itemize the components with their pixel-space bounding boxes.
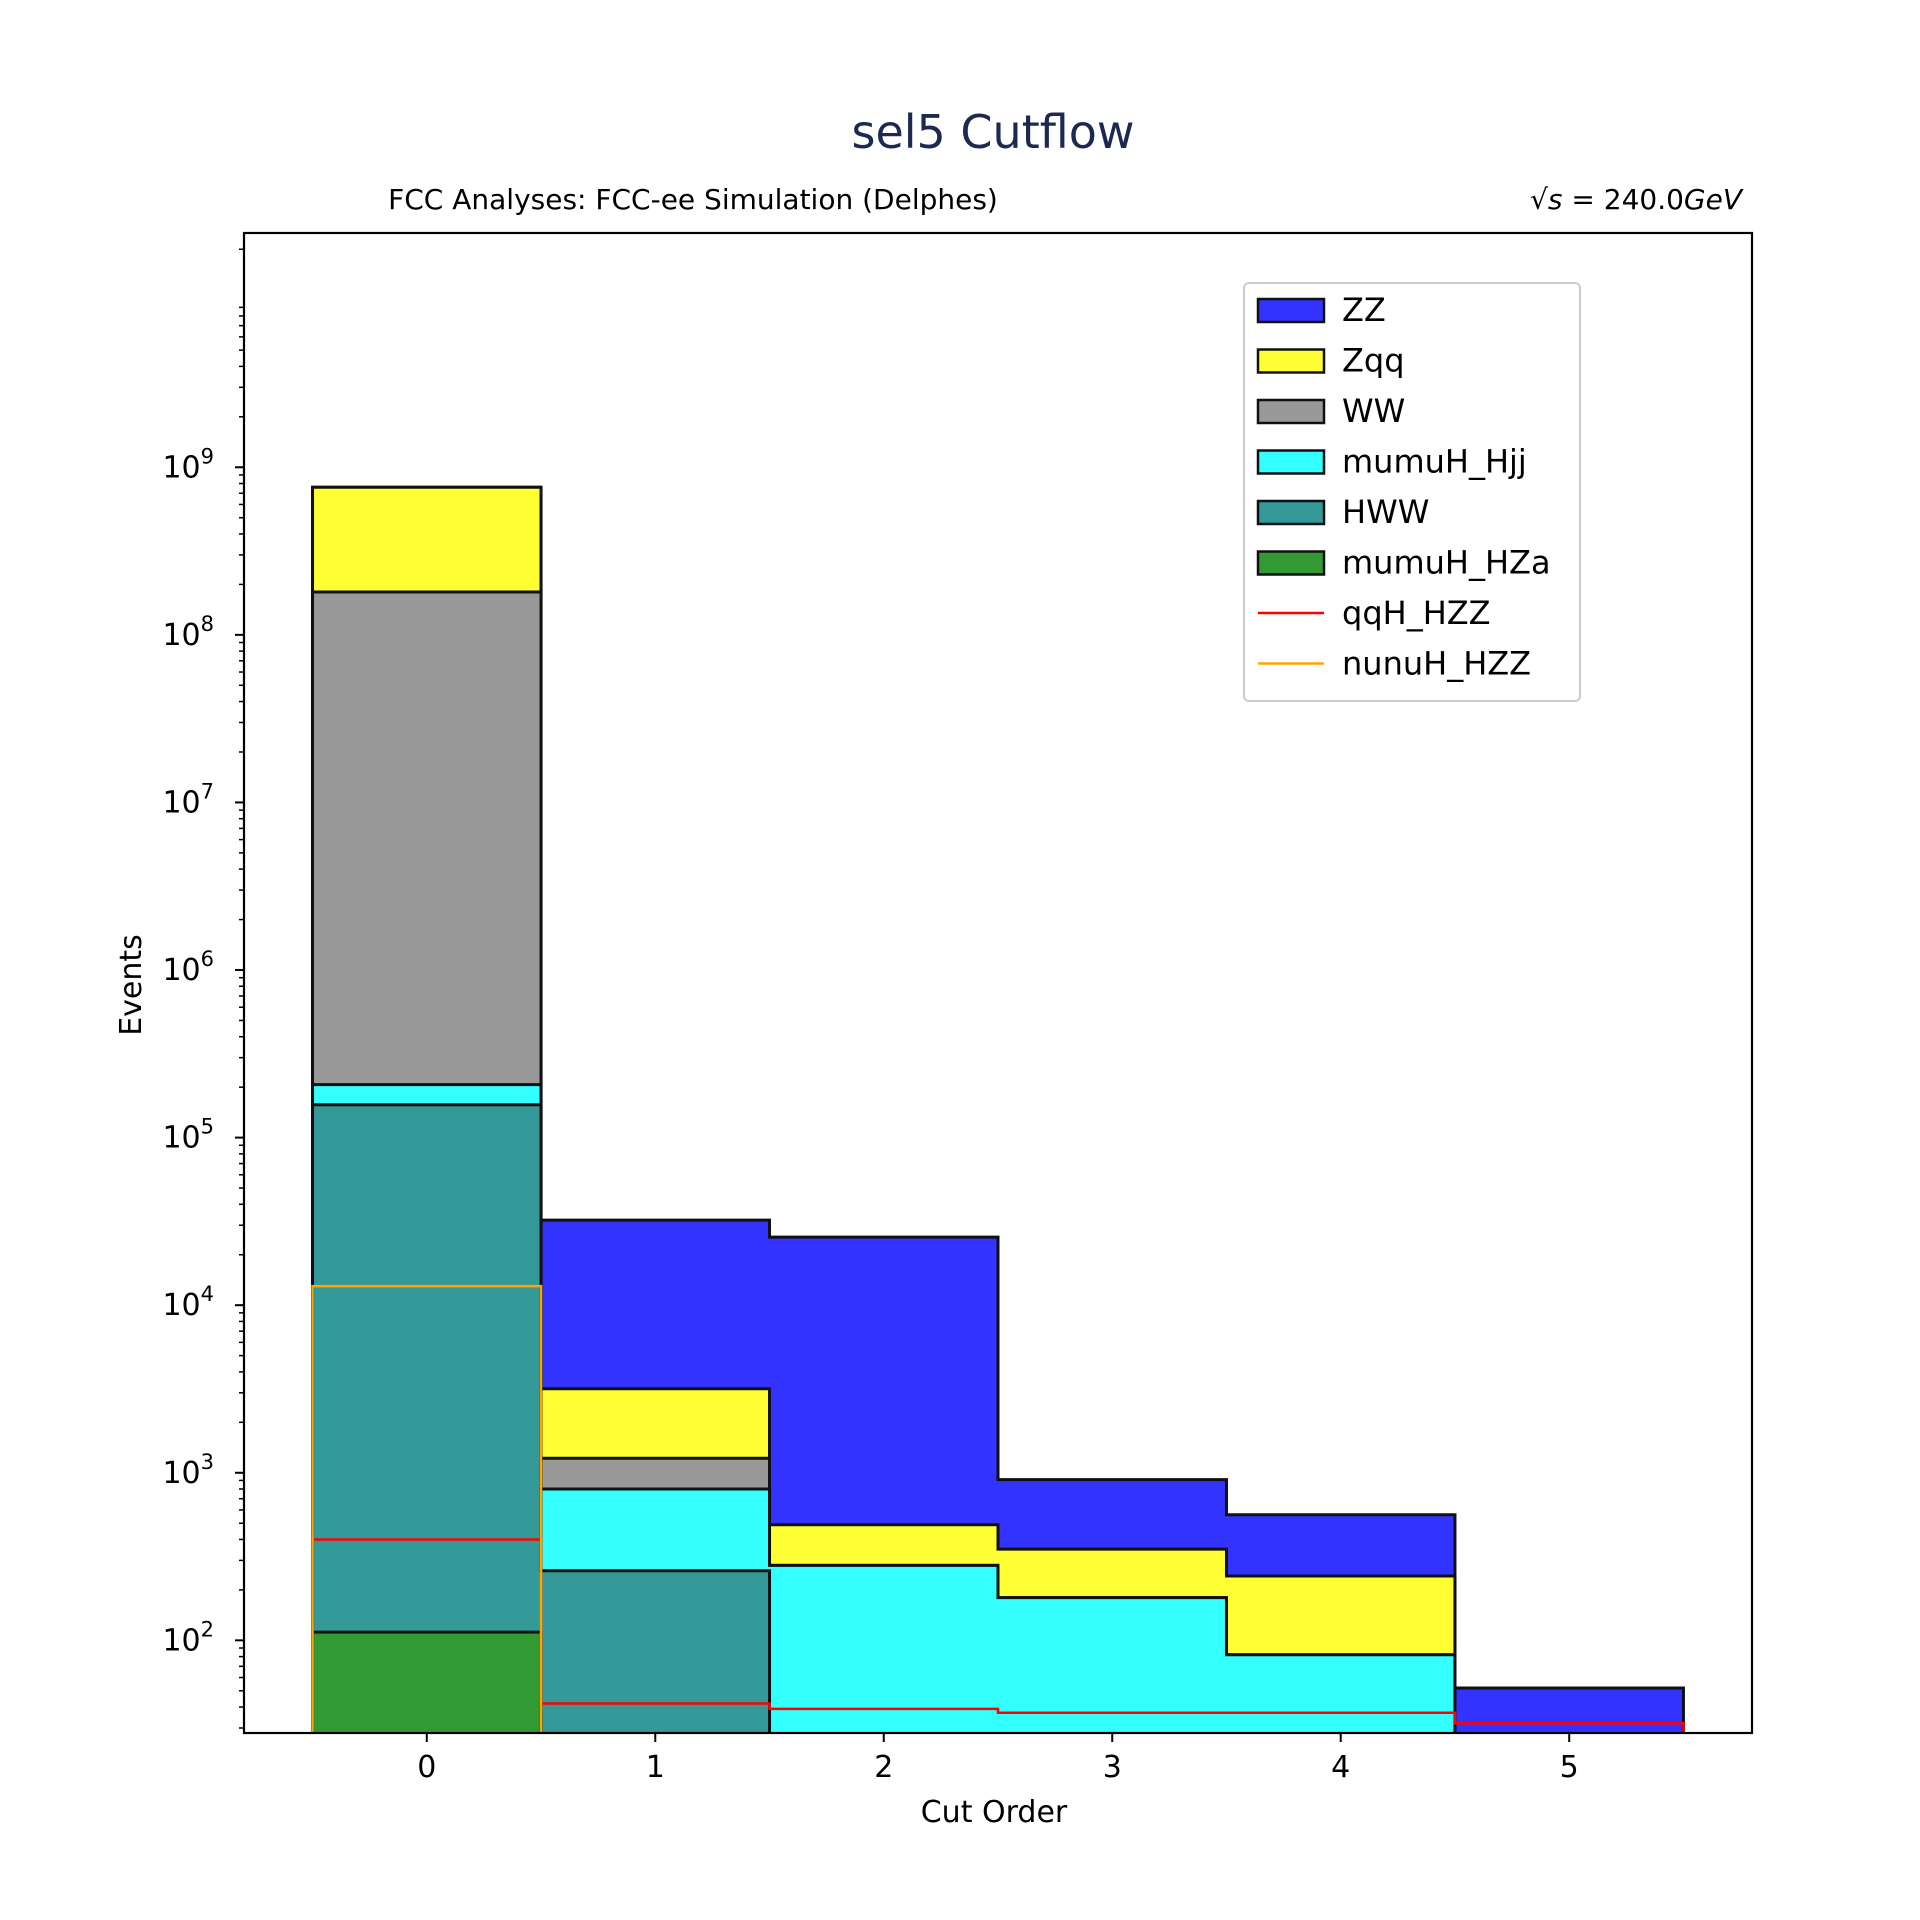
- legend-swatch-hww: [1256, 499, 1326, 526]
- outline-mumuh-hza: [311, 1630, 543, 1733]
- y-tick-label-4: 104: [162, 1282, 214, 1323]
- legend-label-zz: ZZ: [1342, 291, 1386, 329]
- chart-subtitle-left: FCC Analyses: FCC-ee Simulation (Delphes…: [388, 183, 998, 216]
- bar-mumuh-hjj-cut-3: [998, 1597, 1227, 1733]
- legend-label-zqq: Zqq: [1342, 342, 1405, 380]
- x-tick-label-0: 0: [417, 1750, 436, 1785]
- sqrt-symbol: √: [1530, 183, 1548, 216]
- legend-swatch-zz: [1256, 297, 1326, 324]
- outline-hww: [311, 1103, 772, 1733]
- chart-title: sel5 Cutflow: [852, 105, 1135, 159]
- plot-frame: [242, 231, 1754, 1735]
- outline-zqq: [311, 485, 1457, 1733]
- legend-swatch-zqq: [1256, 348, 1326, 374]
- x-tick-label-2: 2: [874, 1750, 893, 1785]
- legend-label-ww: WW: [1342, 392, 1405, 430]
- outline-mumuh-hjj: [311, 1083, 1457, 1733]
- y-tick-label-7: 107: [162, 779, 214, 820]
- bar-mumuh-hjj-cut-2: [769, 1565, 998, 1733]
- energy-value: = 240.0: [1563, 183, 1684, 216]
- bar-zz-cut-5: [1454, 1687, 1684, 1733]
- axes: 0 1 2 3 4 5 102 103 104 105 106 107 108 109: [162, 231, 1754, 1785]
- y-tick-label-5: 105: [162, 1115, 214, 1156]
- energy-unit: GeV: [1684, 183, 1744, 216]
- chart-subtitle-right: √s = 240.0GeV: [1530, 183, 1744, 216]
- bar-mumuh-hjj-cut-4: [1226, 1654, 1455, 1733]
- x-axis-label: Cut Order: [921, 1795, 1068, 1830]
- x-tick-label-3: 3: [1103, 1750, 1122, 1785]
- legend-label-qqh-hzz: qqH_HZZ: [1342, 594, 1491, 632]
- line-nunuh-hzz: [311, 1284, 543, 1733]
- x-tick-label-1: 1: [646, 1750, 665, 1785]
- x-tick-label-4: 4: [1331, 1750, 1350, 1785]
- bar-hww-cut-1: [541, 1570, 770, 1733]
- x-tick-label-5: 5: [1560, 1750, 1579, 1785]
- y-tick-label-2: 102: [162, 1617, 214, 1658]
- legend-label-mumuh-hza: mumuH_HZa: [1342, 544, 1551, 582]
- legend-label-nunuh-hzz: nunuH_HZZ: [1342, 645, 1531, 683]
- y-tick-label-3: 103: [162, 1450, 214, 1491]
- plot-area: [311, 485, 1685, 1733]
- y-tick-label-8: 108: [162, 612, 214, 653]
- legend-label-hww: HWW: [1342, 493, 1429, 531]
- energy-variable: s: [1548, 183, 1563, 216]
- legend-swatch-mumuh-hjj: [1256, 449, 1326, 475]
- bar-hww-cut-0: [312, 1104, 542, 1733]
- bar-mumuh-hza-cut-0: [312, 1632, 542, 1733]
- legend: ZZ Zqq WW mumuH_Hjj HWW mumuH_HZa qqH_HZZ nunuH…: [1243, 282, 1581, 702]
- y-axis-label: Events: [114, 934, 149, 1036]
- y-tick-label-6: 106: [162, 947, 214, 988]
- y-tick-label-9: 109: [162, 444, 214, 485]
- plot-content: [311, 485, 1685, 1733]
- legend-swatch-mumuh-hza: [1256, 550, 1326, 576]
- legend-label-mumuh-hjj: mumuH_Hjj: [1342, 443, 1527, 481]
- legend-box: [1243, 282, 1581, 702]
- legend-swatch-ww: [1256, 398, 1326, 425]
